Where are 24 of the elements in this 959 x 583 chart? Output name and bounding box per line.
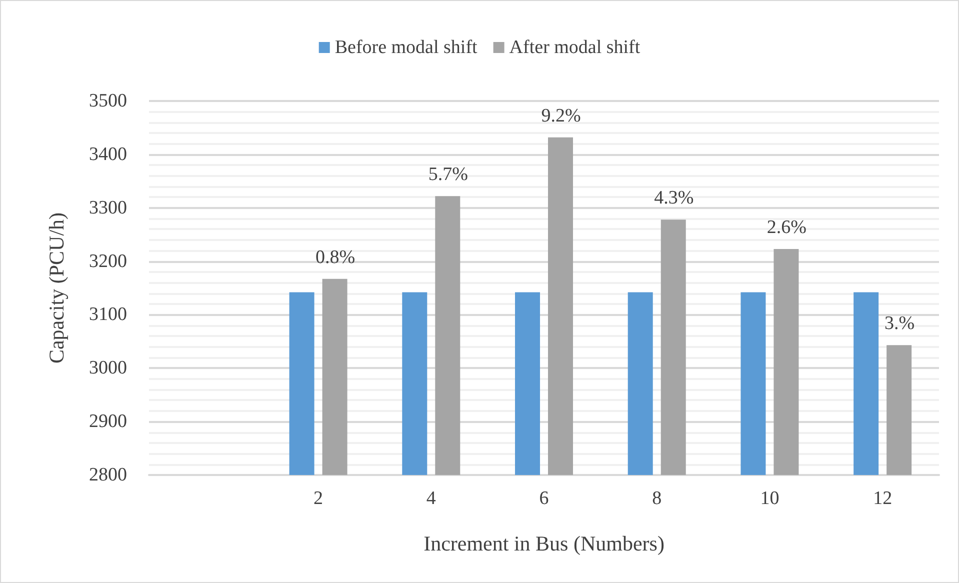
y-tick-label: 3200	[89, 250, 127, 272]
legend-label: After modal shift	[509, 37, 641, 58]
annotation: 0.8%	[315, 246, 356, 268]
annotation: 9.2%	[541, 105, 581, 126]
x-tick-label: 8	[652, 488, 662, 509]
y-axis-title: Capacity (PCU/h)	[44, 212, 68, 364]
legend-label: Before modal shift	[334, 37, 478, 58]
y-tick-label: 2900	[89, 411, 127, 432]
x-tick-label: 10	[760, 488, 780, 509]
annotation: 5.7%	[428, 164, 468, 186]
y-tick-label: 3100	[89, 304, 127, 326]
y-tick-label: 3300	[89, 197, 127, 218]
annotation: 3.%	[884, 313, 915, 334]
x-tick-label: 4	[426, 488, 436, 509]
annotation: 2.6%	[766, 216, 807, 238]
x-tick-label: 6	[539, 488, 549, 509]
y-tick-label: 3000	[89, 358, 127, 379]
y-tick-label: 3400	[89, 144, 127, 165]
x-tick-label: 2	[314, 488, 324, 509]
x-tick-label: 12	[873, 488, 892, 509]
y-tick-label: 2800	[89, 464, 127, 486]
annotation: 4.3%	[654, 188, 694, 209]
y-tick-label: 3500	[89, 90, 127, 112]
x-axis-title: Increment in Bus (Numbers)	[424, 532, 664, 556]
